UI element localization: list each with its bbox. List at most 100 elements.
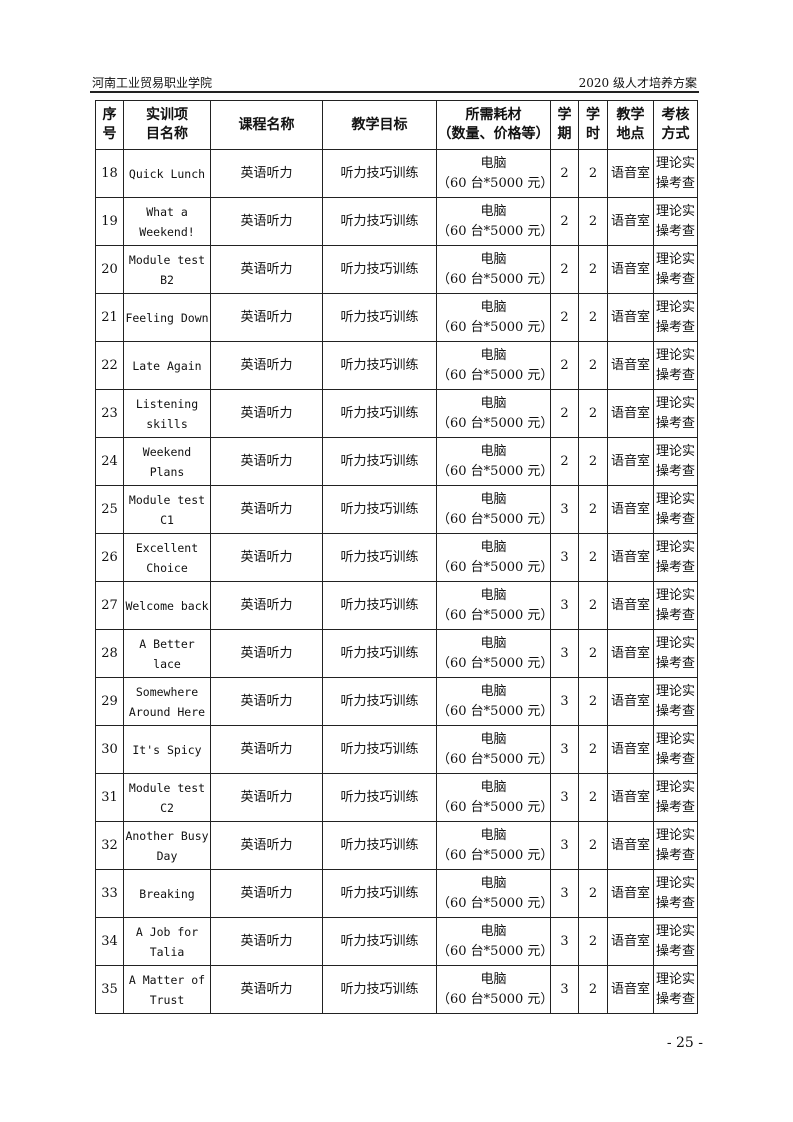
cell-assess: 理论实 操考查 [653, 917, 698, 966]
cell-place: 语音室 [607, 437, 654, 486]
cell-place: 语音室 [607, 773, 654, 822]
cell-project: Excellent Choice [123, 533, 211, 582]
cell-place: 语音室 [607, 917, 654, 966]
cell-course: 英语听力 [210, 341, 323, 390]
cell-no: 22 [95, 341, 124, 390]
cell-course: 英语听力 [210, 677, 323, 726]
cell-materials: 电脑 （60 台*5000 元） [436, 437, 551, 486]
cell-term: 2 [550, 293, 579, 342]
cell-goal: 听力技巧训练 [322, 245, 437, 294]
header-col-place: 教学 地点 [607, 100, 654, 150]
cell-materials: 电脑 （60 台*5000 元） [436, 581, 551, 630]
cell-no: 25 [95, 485, 124, 534]
cell-hours: 2 [578, 581, 608, 630]
header-institution: 河南工业贸易职业学院 [92, 76, 213, 90]
cell-materials: 电脑 （60 台*5000 元） [436, 773, 551, 822]
header-col-course: 课程名称 [210, 100, 323, 150]
cell-hours: 2 [578, 821, 608, 870]
cell-no: 29 [95, 677, 124, 726]
cell-materials: 电脑 （60 台*5000 元） [436, 293, 551, 342]
cell-term: 3 [550, 581, 579, 630]
cell-course: 英语听力 [210, 917, 323, 966]
cell-project: Module test C2 [123, 773, 211, 822]
cell-materials: 电脑 （60 台*5000 元） [436, 533, 551, 582]
cell-project: A Job for Talia [123, 917, 211, 966]
cell-course: 英语听力 [210, 149, 323, 198]
table-row: 26 Excellent Choice 英语听力 听力技巧训练 电脑 （60 台*500… [95, 533, 698, 582]
cell-hours: 2 [578, 197, 608, 246]
cell-materials: 电脑 （60 台*5000 元） [436, 197, 551, 246]
cell-assess: 理论实 操考查 [653, 485, 698, 534]
header-col-project: 实训项 目名称 [123, 100, 211, 150]
cell-project: A Better lace [123, 629, 211, 678]
table-header-row: 序 号实训项 目名称 课程名称 教学目标 所需耗材 （数量、价格等）学 期学 时教学 … [95, 100, 698, 150]
cell-goal: 听力技巧训练 [322, 965, 437, 1014]
cell-place: 语音室 [607, 629, 654, 678]
cell-project: It's Spicy [123, 725, 211, 774]
cell-place: 语音室 [607, 389, 654, 438]
cell-assess: 理论实 操考查 [653, 293, 698, 342]
cell-no: 20 [95, 245, 124, 294]
table-row: 20 Module test B2 英语听力 听力技巧训练 电脑 （60 台*5000 … [95, 245, 698, 294]
cell-project: Late Again [123, 341, 211, 390]
cell-goal: 听力技巧训练 [322, 197, 437, 246]
cell-assess: 理论实 操考查 [653, 437, 698, 486]
cell-place: 语音室 [607, 293, 654, 342]
table-row: 25 Module test C1 英语听力 听力技巧训练 电脑 （60 台*5000 … [95, 485, 698, 534]
cell-hours: 2 [578, 965, 608, 1014]
cell-no: 28 [95, 629, 124, 678]
cell-materials: 电脑 （60 台*5000 元） [436, 245, 551, 294]
cell-place: 语音室 [607, 485, 654, 534]
cell-course: 英语听力 [210, 389, 323, 438]
header-plan-title: 2020 级人才培养方案 [578, 76, 697, 90]
cell-term: 3 [550, 629, 579, 678]
cell-no: 31 [95, 773, 124, 822]
cell-no: 24 [95, 437, 124, 486]
cell-term: 2 [550, 149, 579, 198]
cell-assess: 理论实 操考查 [653, 821, 698, 870]
table-row: 23 Listening skills 英语听力 听力技巧训练 电脑 （60 台*500… [95, 389, 698, 438]
cell-assess: 理论实 操考查 [653, 773, 698, 822]
cell-term: 3 [550, 965, 579, 1014]
cell-goal: 听力技巧训练 [322, 677, 437, 726]
cell-project: Breaking [123, 869, 211, 918]
cell-hours: 2 [578, 917, 608, 966]
cell-hours: 2 [578, 725, 608, 774]
cell-materials: 电脑 （60 台*5000 元） [436, 869, 551, 918]
cell-project: Feeling Down [123, 293, 211, 342]
cell-goal: 听力技巧训练 [322, 917, 437, 966]
cell-place: 语音室 [607, 965, 654, 1014]
cell-assess: 理论实 操考查 [653, 677, 698, 726]
cell-course: 英语听力 [210, 821, 323, 870]
header-col-assess: 考核 方式 [653, 100, 698, 150]
cell-no: 35 [95, 965, 124, 1014]
cell-project: A Matter of Trust [123, 965, 211, 1014]
cell-assess: 理论实 操考查 [653, 965, 698, 1014]
cell-course: 英语听力 [210, 725, 323, 774]
cell-assess: 理论实 操考查 [653, 245, 698, 294]
cell-project: Module test B2 [123, 245, 211, 294]
table-row: 29 Somewhere Around Here 英语听力 听力技巧训练 电脑 （60 … [95, 677, 698, 726]
cell-term: 3 [550, 485, 579, 534]
page-number: - 25 - [666, 1035, 703, 1051]
cell-assess: 理论实 操考查 [653, 341, 698, 390]
header-col-materials: 所需耗材 （数量、价格等） [436, 100, 551, 150]
header-divider [90, 91, 699, 93]
cell-hours: 2 [578, 149, 608, 198]
cell-materials: 电脑 （60 台*5000 元） [436, 965, 551, 1014]
cell-assess: 理论实 操考查 [653, 629, 698, 678]
cell-materials: 电脑 （60 台*5000 元） [436, 149, 551, 198]
cell-project: Somewhere Around Here [123, 677, 211, 726]
cell-goal: 听力技巧训练 [322, 869, 437, 918]
cell-goal: 听力技巧训练 [322, 773, 437, 822]
cell-no: 30 [95, 725, 124, 774]
cell-term: 2 [550, 437, 579, 486]
table-row: 31 Module test C2 英语听力 听力技巧训练 电脑 （60 台*5000 … [95, 773, 698, 822]
cell-term: 3 [550, 677, 579, 726]
cell-assess: 理论实 操考查 [653, 389, 698, 438]
cell-materials: 电脑 （60 台*5000 元） [436, 821, 551, 870]
cell-hours: 2 [578, 773, 608, 822]
cell-assess: 理论实 操考查 [653, 869, 698, 918]
